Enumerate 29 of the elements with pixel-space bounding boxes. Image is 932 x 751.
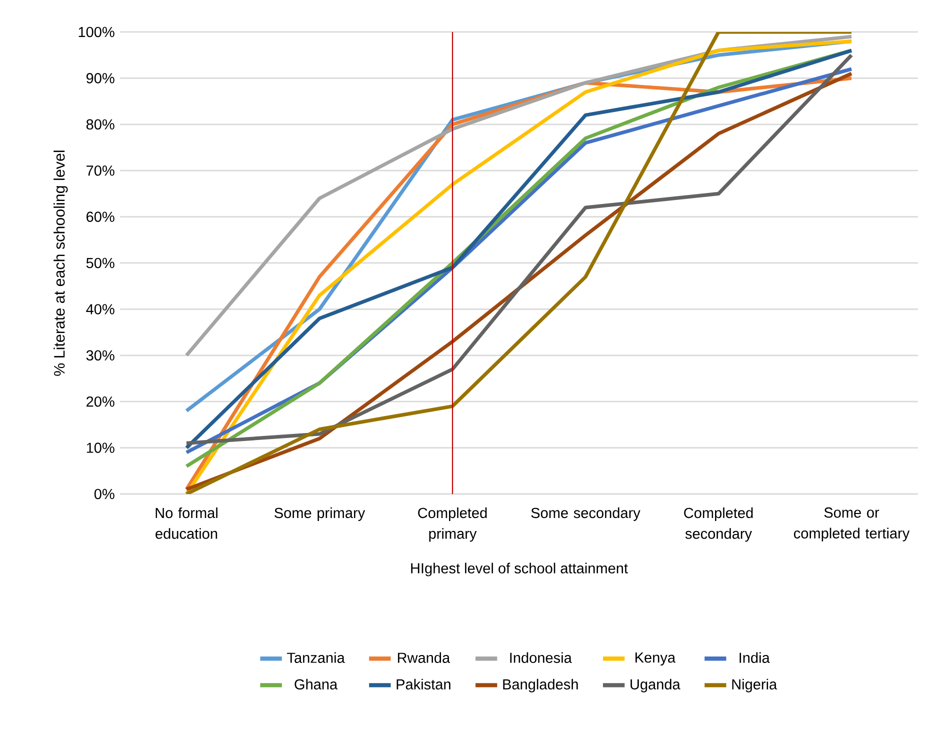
y-tick-label: 40% [86, 304, 114, 314]
y-axis-title: % Literate at each schooling level [54, 150, 68, 376]
y-tick-label: 70% [86, 165, 114, 176]
legend-label: Uganda [630, 678, 680, 692]
y-tick-label: 60% [86, 212, 114, 222]
legend-label: India [740, 652, 770, 663]
y-tick-label: 100% [78, 26, 114, 38]
x-tick-label: Completed primary [418, 507, 487, 542]
x-tick-label: No formal education [156, 507, 218, 539]
x-tick-label: Some or completed tertiary [794, 507, 910, 542]
y-tick-label: 20% [86, 396, 114, 407]
legend-label: Ghana [294, 678, 338, 690]
legend-label: Kenya [636, 652, 676, 666]
x-tick-label: Some secondary [531, 507, 640, 521]
legend-label: Indonesia [510, 652, 572, 663]
y-tick-label: 80% [86, 119, 114, 130]
y-tick-label: 0% [94, 488, 114, 500]
x-tick-label: Completed secondary [684, 507, 753, 542]
legend-label: Rwanda [398, 652, 450, 663]
y-tick-label: 30% [86, 350, 114, 361]
y-tick-label: 90% [86, 73, 114, 84]
legend-label: Tanzania [287, 652, 345, 663]
x-axis-title: HIghest level of school attainment [411, 562, 628, 576]
legend-label: Pakistan [396, 678, 450, 690]
x-tick-label: Some primary [274, 507, 366, 521]
y-tick-label: 10% [86, 442, 114, 453]
y-tick-label: 50% [86, 258, 114, 268]
legend-label: Nigeria [732, 678, 778, 692]
legend-label: Bangladesh [503, 678, 578, 692]
